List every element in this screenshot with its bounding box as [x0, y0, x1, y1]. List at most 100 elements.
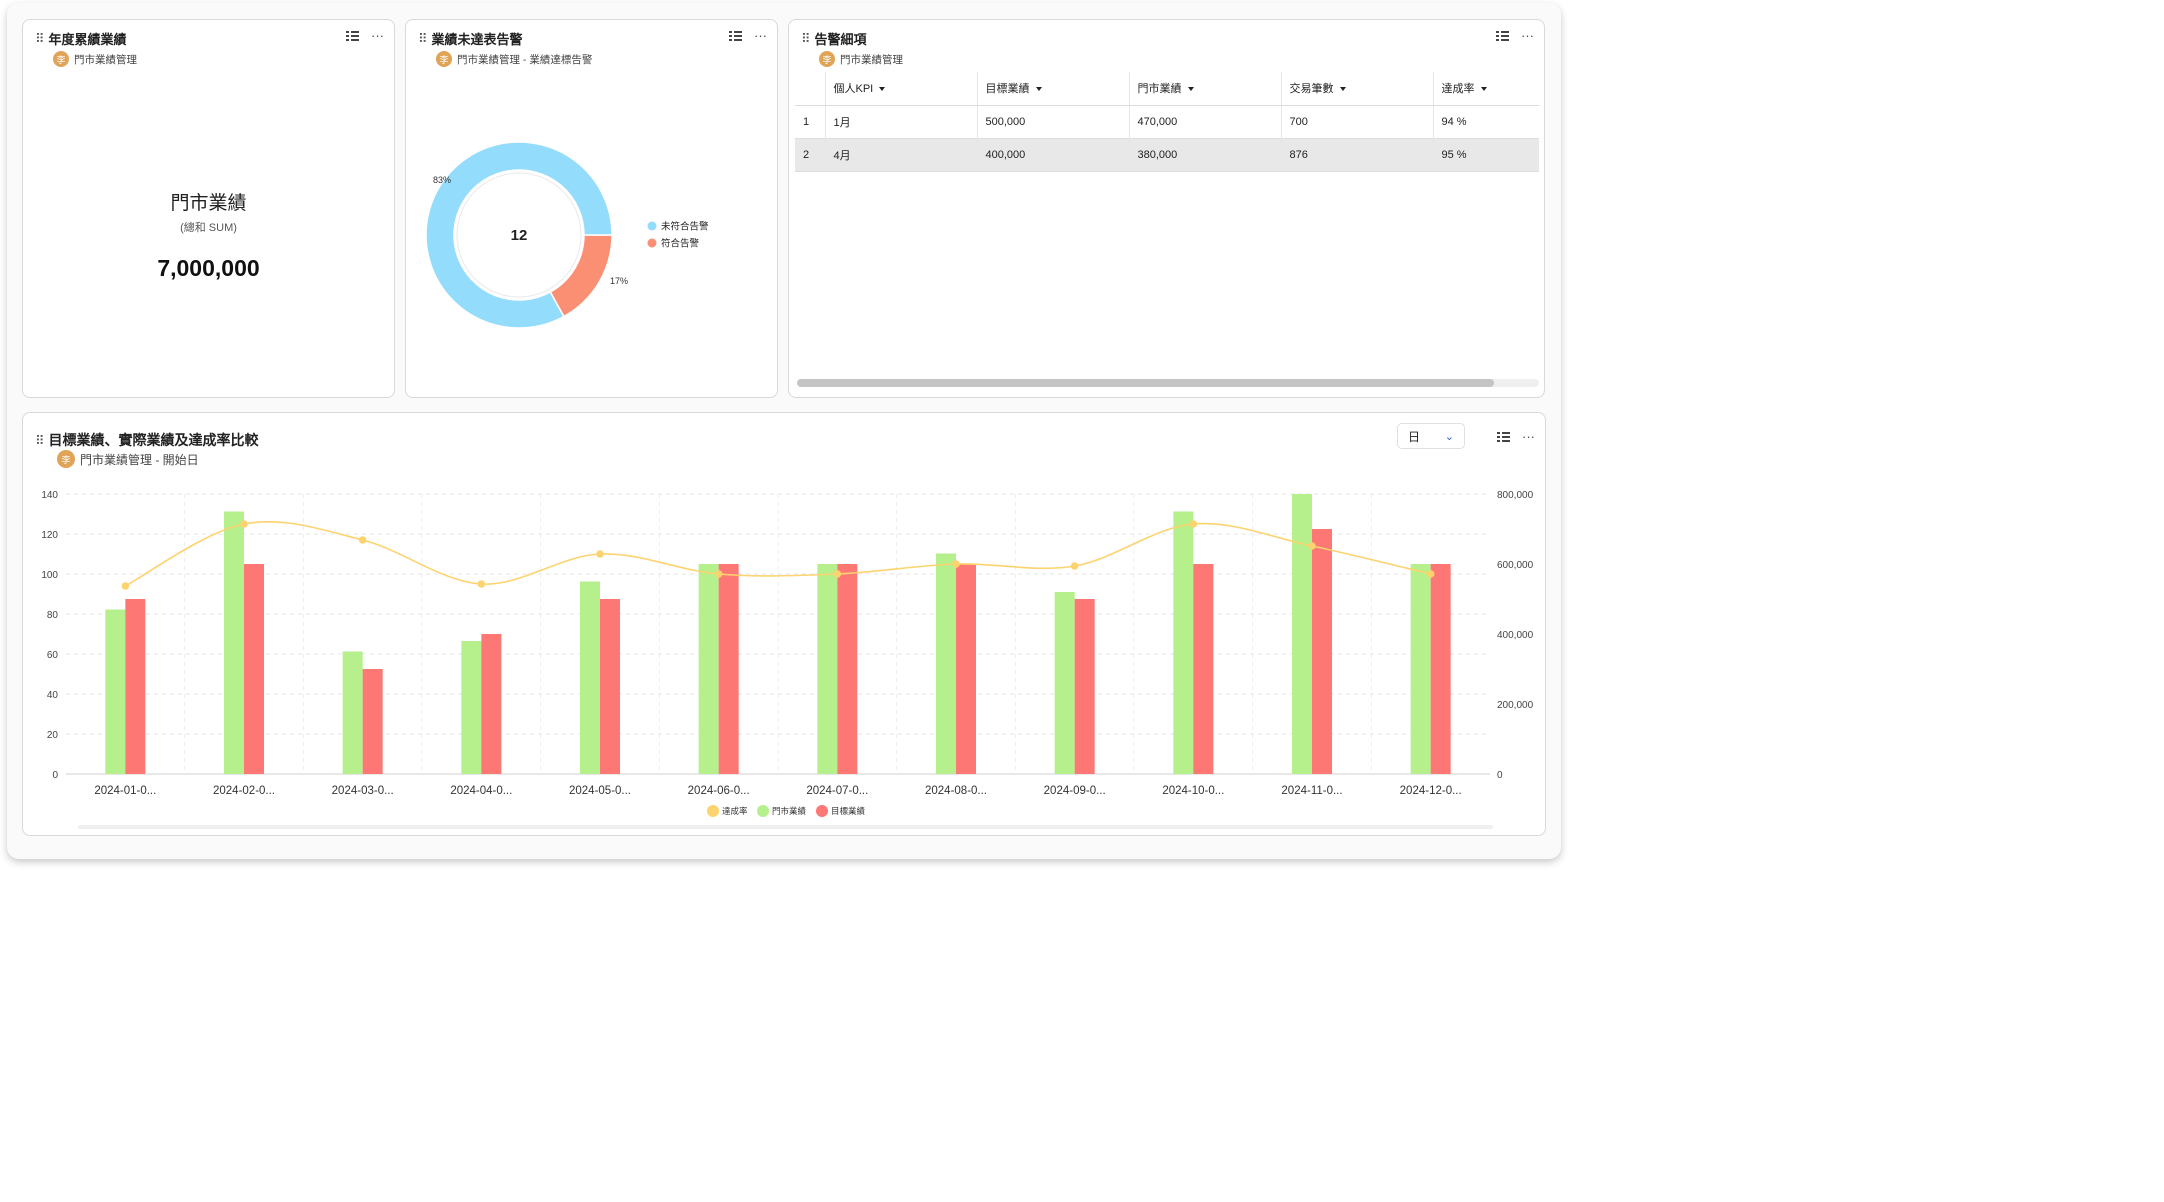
avatar: 李 [57, 450, 75, 468]
y-left-tick: 20 [47, 730, 59, 741]
card-title: 告警細項 [814, 32, 867, 47]
granularity-value: 日 [1408, 429, 1421, 444]
bar-store-sales[interactable] [817, 564, 838, 774]
legend-swatch [816, 805, 828, 817]
bar-target-sales[interactable] [600, 599, 620, 774]
granularity-select[interactable]: 日 ⌄ [1397, 423, 1465, 449]
bar-store-sales[interactable] [1054, 592, 1075, 774]
bar-store-sales[interactable] [461, 641, 482, 774]
drag-handle-icon[interactable]: ⠿ [35, 31, 44, 46]
card-subtitle: 李 門市業績管理 - 業績達標告警 [436, 51, 592, 67]
bar-target-sales[interactable] [125, 599, 146, 774]
bar-target-sales[interactable] [244, 564, 264, 774]
filter-list-icon[interactable] [729, 30, 742, 41]
filter-list-icon[interactable] [346, 30, 359, 41]
legend-label[interactable]: 未符合告警 [661, 221, 709, 233]
bar-target-sales[interactable] [481, 634, 502, 774]
bar-target-sales[interactable] [362, 669, 383, 774]
y-left-tick: 60 [47, 650, 59, 661]
table-cell: 380,000 [1128, 138, 1281, 171]
line-point[interactable] [1426, 570, 1435, 578]
column-header[interactable]: 交易筆數 [1280, 72, 1433, 105]
horizontal-scrollbar-thumb[interactable] [797, 379, 1495, 387]
more-icon[interactable]: ··· [1522, 428, 1535, 444]
bar-store-sales[interactable] [1173, 511, 1194, 775]
sort-caret-icon[interactable] [879, 87, 886, 92]
more-icon[interactable]: ··· [1521, 27, 1534, 43]
card-subtitle: 李 門市業績管理 [53, 51, 137, 67]
line-point[interactable] [358, 536, 367, 544]
column-header[interactable]: 個人KPI [824, 72, 977, 105]
sort-caret-icon[interactable] [1187, 87, 1194, 92]
bar-store-sales[interactable] [1292, 494, 1312, 774]
column-header[interactable]: 達成率 [1432, 72, 1539, 105]
bar-target-sales[interactable] [837, 564, 858, 774]
y-right-tick: 800,000 [1497, 490, 1534, 501]
line-point[interactable] [714, 570, 723, 578]
index-header [795, 72, 825, 105]
line-point[interactable] [477, 580, 486, 588]
column-header[interactable]: 目標業績 [976, 72, 1129, 105]
line-achievement-rate[interactable] [124, 521, 1431, 587]
sort-caret-icon[interactable] [1480, 87, 1487, 92]
bar-target-sales[interactable] [956, 564, 976, 774]
table-header-row: 個人KPI 目標業績 門市業績 交易筆數 達成率 [795, 72, 1539, 105]
bar-store-sales[interactable] [1410, 564, 1431, 774]
table-row[interactable]: 2 4月 400,000 380,000 876 95 % [795, 138, 1539, 171]
bar-store-sales[interactable] [936, 553, 956, 775]
line-point[interactable] [240, 520, 248, 528]
y-right-tick: 200,000 [1497, 700, 1534, 711]
bar-target-sales[interactable] [1193, 564, 1214, 774]
bar-store-sales[interactable] [580, 581, 600, 775]
y-left-tick: 140 [41, 490, 58, 501]
table-row[interactable]: 1 1月 500,000 470,000 700 94 % [795, 105, 1539, 138]
bar-target-sales[interactable] [1312, 529, 1332, 774]
x-tick: 2024-10-0... [1162, 785, 1224, 797]
donut-slice-not-met[interactable] [425, 141, 613, 329]
chart-scrollbar[interactable] [78, 825, 1493, 829]
donut-slice-met[interactable] [549, 234, 613, 318]
alert-table: 個人KPI 目標業績 門市業績 交易筆數 達成率 1 1月 500,000 47… [795, 72, 1539, 172]
line-point[interactable] [1189, 520, 1198, 528]
drag-handle-icon[interactable]: ⠿ [418, 31, 427, 46]
bar-store-sales[interactable] [698, 564, 719, 774]
line-point[interactable] [952, 560, 960, 568]
more-icon[interactable]: ··· [371, 27, 384, 43]
x-tick: 2024-12-0... [1400, 785, 1462, 797]
bar-store-sales[interactable] [342, 651, 363, 775]
sort-caret-icon[interactable] [1035, 87, 1042, 92]
drag-handle-icon[interactable]: ⠿ [801, 31, 810, 46]
bar-target-sales[interactable] [718, 564, 739, 774]
line-point[interactable] [833, 570, 842, 578]
bar-store-sales[interactable] [105, 609, 126, 775]
legend-label[interactable]: 目標業績 [831, 806, 866, 816]
line-point[interactable] [1308, 542, 1316, 550]
filter-list-icon[interactable] [1497, 431, 1510, 442]
line-point[interactable] [121, 582, 130, 590]
source-label: 門市業績管理 [74, 53, 137, 66]
legend-swatch [647, 238, 657, 248]
filter-list-icon[interactable] [1496, 30, 1509, 41]
column-header[interactable]: 門市業績 [1128, 72, 1281, 105]
x-tick: 2024-02-0... [213, 785, 275, 797]
line-point[interactable] [596, 550, 604, 558]
card-toolbar: ··· [346, 27, 384, 43]
y-left-tick: 40 [47, 690, 59, 701]
donut-label-met: 17% [610, 276, 628, 286]
bar-target-sales[interactable] [1430, 564, 1451, 774]
sort-caret-icon[interactable] [1339, 87, 1346, 92]
horizontal-scrollbar-track[interactable] [797, 379, 1539, 387]
metric-name: 門市業績 [170, 193, 247, 214]
drag-handle-icon[interactable]: ⠿ [35, 432, 44, 448]
legend-label[interactable]: 門市業績 [772, 806, 807, 816]
bar-store-sales[interactable] [224, 511, 244, 775]
more-icon[interactable]: ··· [754, 27, 767, 43]
y-right-tick: 400,000 [1497, 630, 1534, 641]
legend-label[interactable]: 符合告警 [661, 238, 700, 250]
line-point[interactable] [1070, 562, 1079, 570]
table-cell: 95 % [1432, 138, 1539, 171]
source-label: 門市業績管理 [840, 53, 903, 66]
bar-target-sales[interactable] [1074, 599, 1095, 774]
donut-inner-ring [456, 172, 582, 298]
legend-label[interactable]: 達成率 [722, 806, 748, 816]
